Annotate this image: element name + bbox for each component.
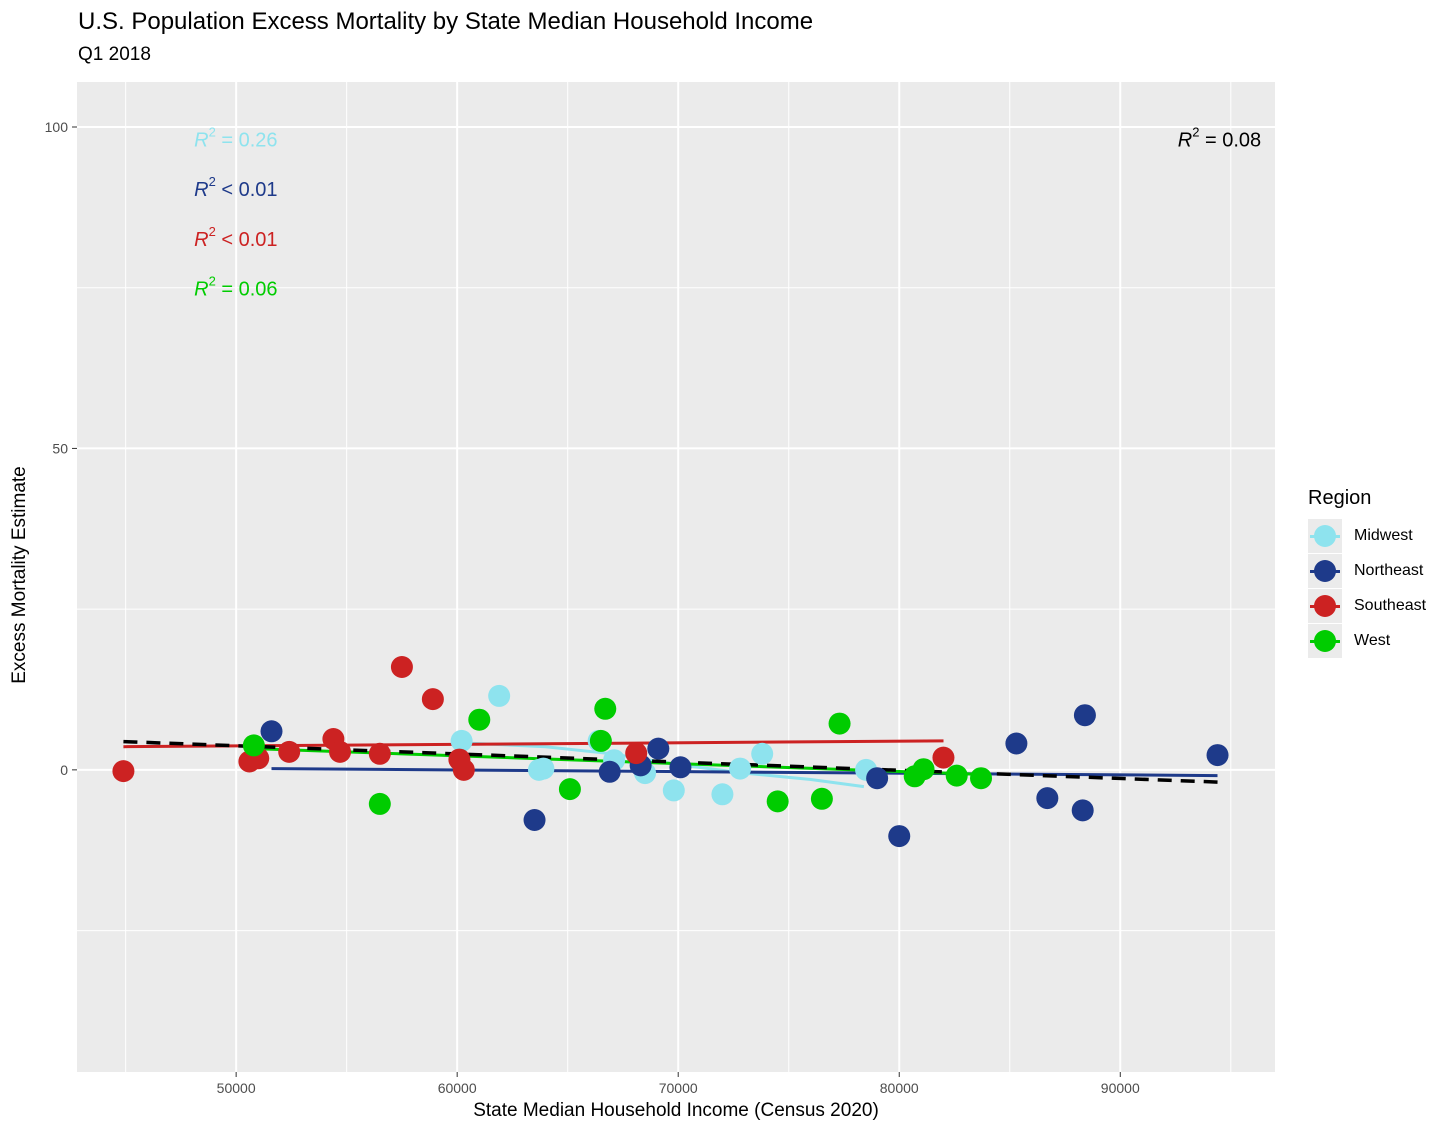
- x-tick-label: 90000: [1101, 1080, 1140, 1096]
- legend-item-northeast: Northeast: [1308, 553, 1426, 588]
- plot-panel: [77, 82, 1275, 1072]
- point-northeast: [1073, 704, 1096, 727]
- point-northeast: [888, 825, 911, 848]
- point-midwest: [532, 757, 555, 780]
- legend-item-southeast: Southeast: [1308, 588, 1426, 623]
- point-west: [594, 697, 617, 720]
- y-tick-label: 0: [60, 762, 68, 778]
- legend: Region Midwest Northeast Southeast West: [1308, 487, 1426, 658]
- point-northeast: [866, 767, 889, 790]
- point-northeast: [260, 720, 283, 743]
- y-axis-label: Excess Mortality Estimate: [9, 466, 30, 684]
- r2-annotation-west: R2 = 0.06: [194, 273, 277, 300]
- legend-item-midwest: Midwest: [1308, 518, 1426, 553]
- point-west: [912, 758, 935, 781]
- point-west: [945, 764, 968, 787]
- legend-key-midwest: [1308, 518, 1342, 553]
- point-southeast: [112, 760, 135, 783]
- y-tick-label: 100: [45, 119, 69, 135]
- x-tick-label: 50000: [217, 1080, 256, 1096]
- point-midwest: [751, 742, 774, 765]
- point-midwest: [488, 684, 511, 707]
- legend-label-northeast: Northeast: [1354, 561, 1424, 579]
- r2-annotation-overall: R2 = 0.08: [1178, 124, 1261, 151]
- x-tick-label: 80000: [880, 1080, 919, 1096]
- point-northeast: [647, 737, 670, 760]
- point-west: [558, 778, 581, 801]
- point-west: [810, 787, 833, 810]
- legend-label-midwest: Midwest: [1354, 526, 1413, 544]
- point-midwest: [729, 757, 752, 780]
- point-west: [368, 792, 391, 815]
- point-northeast: [598, 760, 621, 783]
- legend-key-southeast: [1308, 588, 1342, 623]
- point-southeast: [329, 740, 352, 763]
- point-midwest: [450, 729, 473, 752]
- r2-annotation-northeast: R2 < 0.01: [194, 174, 277, 201]
- r2-annotation-midwest: R2 = 0.26: [194, 124, 277, 151]
- point-northeast: [1206, 744, 1229, 767]
- point-southeast: [368, 742, 391, 765]
- x-tick-label: 60000: [438, 1080, 477, 1096]
- legend-key-west: [1308, 623, 1342, 658]
- r2-annotation-southeast: R2 < 0.01: [194, 224, 277, 251]
- legend-key-northeast: [1308, 553, 1342, 588]
- chart-title: U.S. Population Excess Mortality by Stat…: [78, 8, 814, 35]
- point-west: [468, 708, 491, 731]
- y-tick-label: 50: [52, 440, 68, 456]
- point-northeast: [1071, 799, 1094, 822]
- point-west: [766, 790, 789, 813]
- legend-title: Region: [1308, 487, 1372, 509]
- legend-label-west: West: [1354, 631, 1391, 649]
- point-southeast: [421, 688, 444, 711]
- point-southeast: [625, 742, 648, 765]
- point-northeast: [1036, 787, 1059, 810]
- legend-label-southeast: Southeast: [1354, 596, 1427, 614]
- point-southeast: [278, 740, 301, 763]
- x-axis-label: State Median Household Income (Census 20…: [473, 1100, 879, 1121]
- point-southeast: [932, 746, 955, 769]
- point-northeast: [669, 756, 692, 779]
- point-northeast: [1005, 732, 1028, 755]
- point-west: [970, 767, 993, 790]
- point-midwest: [662, 779, 685, 802]
- point-southeast: [390, 656, 413, 678]
- point-west: [828, 712, 851, 735]
- point-west: [589, 729, 612, 752]
- point-southeast: [452, 758, 475, 781]
- x-tick-label: 70000: [659, 1080, 698, 1096]
- point-northeast: [523, 809, 546, 831]
- point-midwest: [711, 783, 734, 806]
- legend-item-west: West: [1308, 623, 1426, 658]
- point-west: [242, 734, 265, 757]
- chart-subtitle: Q1 2018: [78, 44, 151, 65]
